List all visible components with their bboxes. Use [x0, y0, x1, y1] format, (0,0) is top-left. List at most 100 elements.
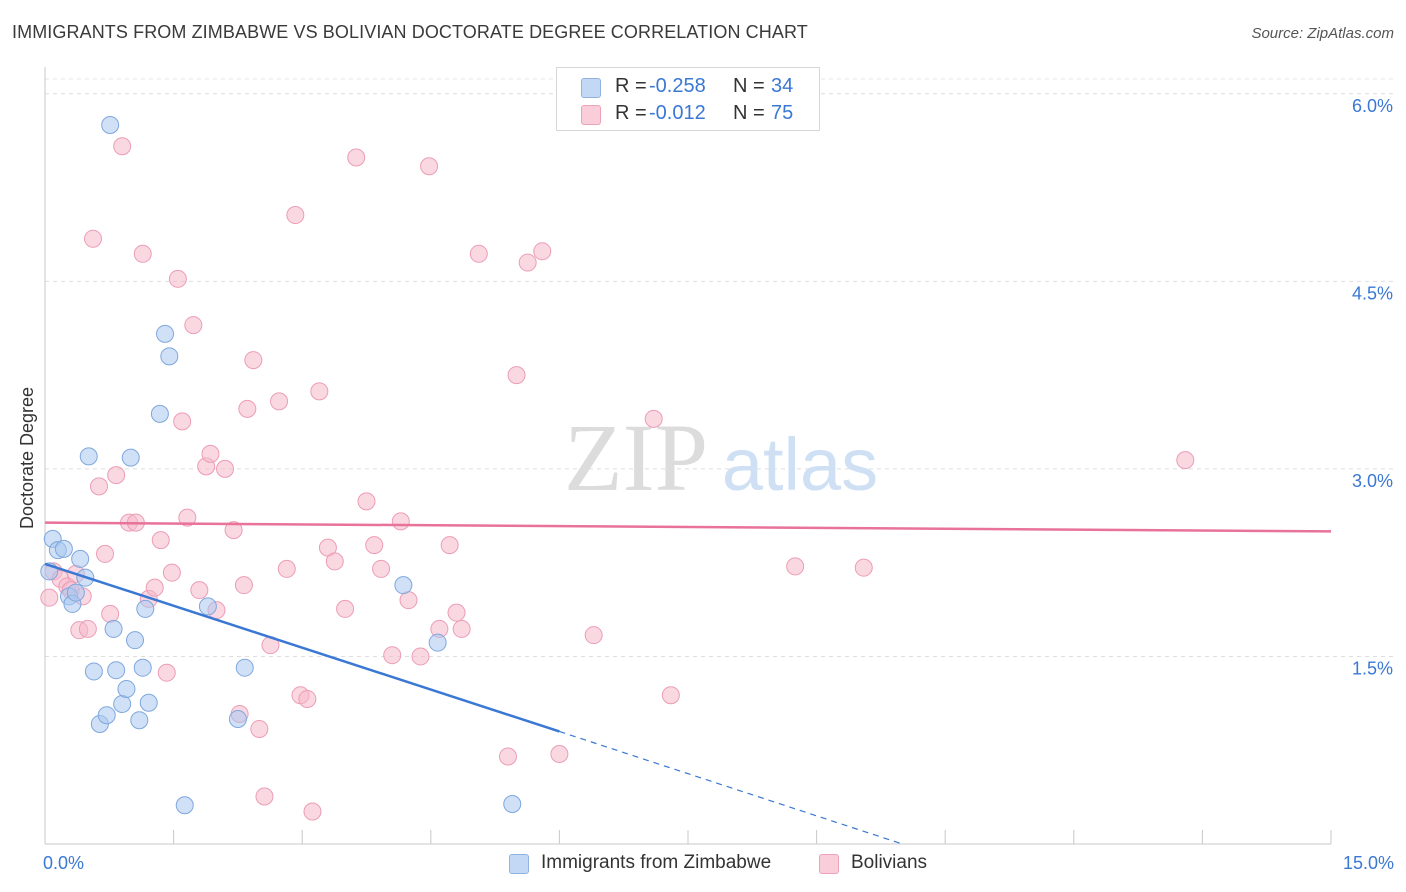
legend-swatch-blue: [581, 78, 601, 98]
point-bolivians: [238, 399, 257, 418]
point-bolivians: [644, 409, 663, 428]
legend-r-label: R =: [615, 75, 647, 97]
y-tick-label: 4.5%: [1352, 283, 1393, 303]
point-bolivians: [447, 603, 466, 622]
point-bolivians: [399, 591, 418, 610]
point-bolivians: [286, 206, 305, 225]
point-zimbabwe: [130, 711, 149, 730]
grid-layer: [45, 78, 1395, 657]
point-bolivians: [40, 588, 59, 607]
point-zimbabwe: [150, 404, 169, 423]
point-bolivians: [84, 229, 103, 248]
point-zimbabwe: [113, 694, 132, 713]
point-bolivians: [250, 719, 269, 738]
legend-n-value: 75: [771, 102, 794, 124]
point-zimbabwe: [126, 631, 145, 650]
point-bolivians: [325, 552, 344, 571]
point-zimbabwe: [104, 619, 123, 638]
point-bolivians: [303, 802, 322, 821]
source-label: Source: ZipAtlas.com: [1251, 25, 1394, 42]
trend-line-bolivians: [44, 521, 1332, 533]
point-bolivians: [518, 253, 537, 272]
legend-r-value: -0.012: [649, 102, 706, 124]
point-bolivians: [440, 536, 459, 555]
bottom-legend-label: Immigrants from Zimbabwe: [541, 852, 772, 873]
point-zimbabwe: [503, 794, 522, 813]
point-zimbabwe: [139, 693, 158, 712]
point-zimbabwe: [133, 658, 152, 677]
point-zimbabwe: [117, 679, 136, 698]
y-tick-label: 6.0%: [1352, 96, 1393, 116]
watermark-zip: ZIP: [564, 404, 708, 511]
point-zimbabwe: [66, 583, 85, 602]
watermark-atlas: atlas: [722, 423, 878, 506]
point-bolivians: [411, 647, 430, 666]
bottom-legend-swatch-blue: [509, 854, 529, 874]
point-bolivians: [101, 604, 120, 623]
point-zimbabwe: [121, 448, 140, 467]
point-bolivians: [270, 392, 289, 411]
point-bolivians: [498, 747, 517, 766]
point-zimbabwe: [228, 709, 247, 728]
point-bolivians: [584, 626, 603, 645]
axis-layer: 1.5% 3.0% 4.5% 6.0% 0.0% 15.0%: [43, 67, 1394, 873]
point-bolivians: [216, 459, 235, 478]
point-zimbabwe: [156, 324, 175, 343]
point-zimbabwe: [394, 576, 413, 595]
legend-swatch-pink: [581, 105, 601, 125]
x-tick-label: 0.0%: [43, 853, 84, 873]
point-bolivians: [151, 531, 170, 550]
point-bolivians: [357, 492, 376, 511]
point-bolivians: [190, 581, 209, 600]
point-zimbabwe: [198, 597, 217, 616]
point-bolivians: [310, 382, 329, 401]
point-bolivians: [452, 619, 471, 638]
point-bolivians: [786, 557, 805, 576]
bottom-legend-label: Bolivians: [851, 852, 928, 873]
legend-n-value: 34: [771, 75, 794, 97]
point-zimbabwe: [160, 347, 179, 366]
point-bolivians: [1176, 451, 1195, 470]
point-bolivians: [201, 444, 220, 463]
point-bolivians: [173, 412, 192, 431]
point-zimbabwe: [136, 599, 155, 618]
x-tick-label: 15.0%: [1343, 853, 1394, 873]
point-bolivians: [533, 242, 552, 261]
chart-title: IMMIGRANTS FROM ZIMBABWE VS BOLIVIAN DOC…: [12, 22, 808, 42]
point-bolivians: [255, 787, 274, 806]
point-bolivians: [372, 559, 391, 578]
point-bolivians: [550, 744, 569, 763]
point-bolivians: [365, 536, 384, 555]
legend-n-label: N =: [733, 102, 765, 124]
trend-line-zimbabwe: [44, 562, 560, 733]
point-bolivians: [661, 686, 680, 705]
point-zimbabwe: [71, 549, 90, 568]
point-zimbabwe: [79, 447, 98, 466]
point-zimbabwe: [54, 539, 73, 558]
y-axis-label: Doctorate Degree: [17, 387, 37, 529]
point-bolivians: [391, 512, 410, 531]
point-bolivians: [96, 544, 115, 563]
point-bolivians: [234, 576, 253, 595]
point-bolivians: [184, 316, 203, 335]
trend-layer: [44, 521, 1332, 845]
point-bolivians: [420, 157, 439, 176]
point-bolivians: [178, 508, 197, 527]
stats-legend: R = -0.258 N = 34 R = -0.012 N = 75: [556, 67, 820, 131]
point-zimbabwe: [175, 796, 194, 815]
points-layer: [40, 116, 1195, 821]
legend-r-label: R =: [615, 102, 647, 124]
point-bolivians: [107, 466, 126, 485]
point-zimbabwe: [428, 633, 447, 652]
point-bolivians: [336, 599, 355, 618]
point-bolivians: [162, 563, 181, 582]
y-tick-label: 1.5%: [1352, 658, 1393, 678]
point-bolivians: [298, 689, 317, 708]
legend-r-value: -0.258: [649, 75, 706, 97]
y-tick-label: 3.0%: [1352, 471, 1393, 491]
point-bolivians: [90, 477, 109, 496]
point-zimbabwe: [97, 706, 116, 725]
point-bolivians: [168, 269, 187, 288]
point-zimbabwe: [235, 658, 254, 677]
